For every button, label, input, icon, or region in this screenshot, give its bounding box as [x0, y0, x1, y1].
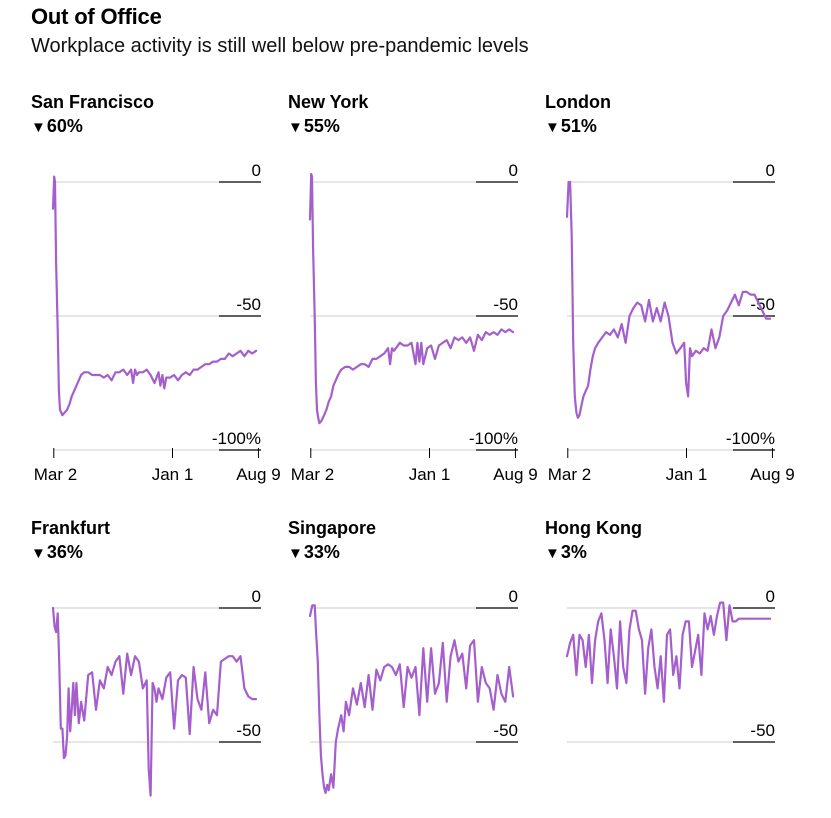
- down-arrow-icon: ▼: [545, 545, 560, 562]
- line-chart: 0 -50: [565, 587, 775, 743]
- panel-change: ▼51%: [545, 116, 597, 137]
- y-tick-label: 0: [766, 161, 775, 180]
- down-arrow-icon: ▼: [288, 119, 303, 136]
- x-tick-label: Jan 1: [666, 465, 708, 484]
- series-line: [565, 180, 772, 419]
- series-line: [51, 606, 258, 797]
- panel-change-value: 3%: [560, 542, 587, 562]
- panel-london: London ▼51% 0 -50 -100% Mar 2 Jan 1 Aug 9: [545, 92, 803, 484]
- panel-change: ▼55%: [288, 116, 340, 137]
- line-chart: 0 -50: [308, 587, 518, 794]
- down-arrow-icon: ▼: [31, 119, 46, 136]
- panel-change: ▼36%: [31, 542, 83, 563]
- panel-san-francisco: San Francisco ▼60% 0 -50 -100% Mar 2 Jan 1 Au…: [31, 92, 289, 484]
- y-tick-label: 0: [252, 587, 261, 606]
- y-tick-label: -50: [750, 721, 775, 740]
- panel-singapore: Singapore ▼33% 0 -50: [288, 518, 546, 818]
- y-tick-label: 0: [509, 161, 518, 180]
- line-chart: 0-50-100%Mar 2 Jan 1 Aug 9: [548, 161, 795, 484]
- x-tick-label: Aug 9: [493, 465, 537, 484]
- down-arrow-icon: ▼: [288, 545, 303, 562]
- panel-frankfurt: Frankfurt ▼36% 0 -50: [31, 518, 289, 818]
- y-tick-label: 0: [766, 587, 775, 606]
- x-tick-label: Mar 2: [34, 465, 77, 484]
- x-tick-label: Jan 1: [409, 465, 451, 484]
- panel-change-value: 55%: [303, 116, 340, 136]
- panel-change-value: 36%: [46, 542, 83, 562]
- y-tick-label: -100%: [726, 429, 775, 448]
- panel-new-york: New York ▼55% 0 -50 -100% Mar 2 Jan 1 Aug 9: [288, 92, 546, 484]
- panel-change: ▼33%: [288, 542, 340, 563]
- chart-title: Out of Office: [31, 4, 162, 29]
- down-arrow-icon: ▼: [31, 545, 46, 562]
- series-line: [51, 175, 258, 417]
- panel-change: ▼3%: [545, 542, 587, 563]
- x-tick-label: Aug 9: [750, 465, 794, 484]
- panel-title: San Francisco: [31, 92, 155, 112]
- y-tick-label: -50: [236, 721, 261, 740]
- panel-title: Frankfurt: [31, 518, 111, 538]
- panel-change-value: 60%: [46, 116, 83, 136]
- x-tick-label: Mar 2: [548, 465, 591, 484]
- down-arrow-icon: ▼: [545, 119, 560, 136]
- panel-hong-kong: Hong Kong ▼3% 0 -50: [545, 518, 803, 818]
- panel-title: London: [545, 92, 611, 112]
- panel-title: Singapore: [288, 518, 377, 538]
- y-tick-label: -100%: [469, 429, 518, 448]
- series-line: [565, 601, 772, 703]
- series-line: [308, 172, 515, 425]
- y-tick-label: -50: [236, 295, 261, 314]
- x-tick-label: Mar 2: [291, 465, 334, 484]
- y-tick-label: -100%: [212, 429, 261, 448]
- panel-change-value: 33%: [303, 542, 340, 562]
- x-tick-label: Jan 1: [152, 465, 194, 484]
- panel-title: New York: [288, 92, 369, 112]
- chart-subtitle: Workplace activity is still well below p…: [31, 35, 529, 57]
- y-tick-label: 0: [252, 161, 261, 180]
- x-tick-label: Aug 9: [236, 465, 280, 484]
- y-tick-label: 0: [509, 587, 518, 606]
- y-tick-label: -50: [493, 295, 518, 314]
- line-chart: 0 -50: [51, 587, 261, 797]
- series-line: [308, 604, 515, 794]
- line-chart: 0 -50 -100% Mar 2 Jan 1 Aug 9: [34, 161, 281, 484]
- panel-change-value: 51%: [560, 116, 597, 136]
- y-tick-label: -50: [493, 721, 518, 740]
- panel-title: Hong Kong: [545, 518, 642, 538]
- panel-change: ▼60%: [31, 116, 83, 137]
- line-chart: 0 -50 -100% Mar 2 Jan 1 Aug 9: [291, 161, 538, 484]
